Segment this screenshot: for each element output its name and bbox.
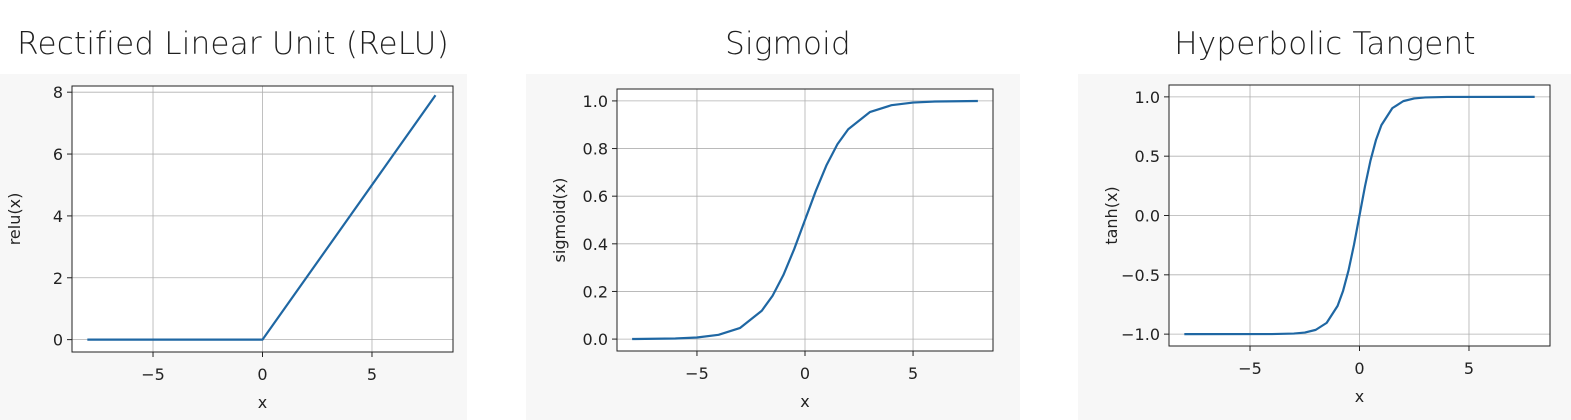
tanh-chart-title: Hyperbolic Tangent bbox=[1174, 26, 1476, 62]
tanh-y-tick-label-2: 0.0 bbox=[1135, 207, 1160, 226]
sigmoid-y-tick-label-0: 0.0 bbox=[583, 330, 608, 349]
sigmoid-y-tick-label-2: 0.4 bbox=[583, 235, 608, 254]
tanh-x-tick-label-0: −5 bbox=[1238, 359, 1262, 378]
relu-x-tick-label-2: 5 bbox=[367, 365, 377, 384]
tanh-y-tick-label-4: 1.0 bbox=[1135, 88, 1160, 107]
tanh-y-axis-label: tanh(x) bbox=[1102, 186, 1121, 244]
sigmoid-x-tick-label-1: 0 bbox=[800, 364, 810, 383]
tanh-y-tick-label-0: −1.0 bbox=[1121, 325, 1160, 344]
sigmoid-y-tick-label-1: 0.2 bbox=[583, 282, 608, 301]
relu-y-tick-label-4: 8 bbox=[53, 83, 63, 102]
tanh-y-tick-label-3: 0.5 bbox=[1135, 147, 1160, 166]
relu-series-line-0 bbox=[87, 94, 437, 341]
relu-y-axis-label: relu(x) bbox=[5, 193, 24, 246]
relu-x-tick-label-0: −5 bbox=[141, 365, 165, 384]
relu-y-tick-label-1: 2 bbox=[53, 269, 63, 288]
sigmoid-chart-title: Sigmoid bbox=[725, 26, 851, 62]
sigmoid-x-axis-label: x bbox=[800, 392, 809, 411]
sigmoid-y-tick-label-5: 1.0 bbox=[583, 92, 608, 111]
sigmoid-x-tick-label-0: −5 bbox=[685, 364, 709, 383]
relu-y-tick-label-3: 6 bbox=[53, 145, 63, 164]
sigmoid-x-tick-label-2: 5 bbox=[908, 364, 918, 383]
sigmoid-y-tick-label-4: 0.8 bbox=[583, 140, 608, 159]
tanh-x-tick-label-1: 0 bbox=[1354, 359, 1364, 378]
sigmoid-y-tick-label-3: 0.6 bbox=[583, 187, 608, 206]
tanh-x-axis-label: x bbox=[1355, 387, 1364, 406]
tanh-y-tick-label-1: −0.5 bbox=[1121, 266, 1160, 285]
relu-chart-title: Rectified Linear Unit (ReLU) bbox=[17, 26, 449, 62]
relu-x-tick-label-1: 0 bbox=[257, 365, 267, 384]
sigmoid-y-axis-label: sigmoid(x) bbox=[550, 178, 569, 263]
sigmoid-series-line-0 bbox=[632, 99, 978, 341]
tanh-series-line-0 bbox=[1184, 95, 1535, 336]
tanh-x-tick-label-2: 5 bbox=[1464, 359, 1474, 378]
relu-y-tick-label-2: 4 bbox=[53, 207, 63, 226]
relu-x-axis-label: x bbox=[258, 393, 267, 412]
relu-y-tick-label-0: 0 bbox=[53, 331, 63, 350]
